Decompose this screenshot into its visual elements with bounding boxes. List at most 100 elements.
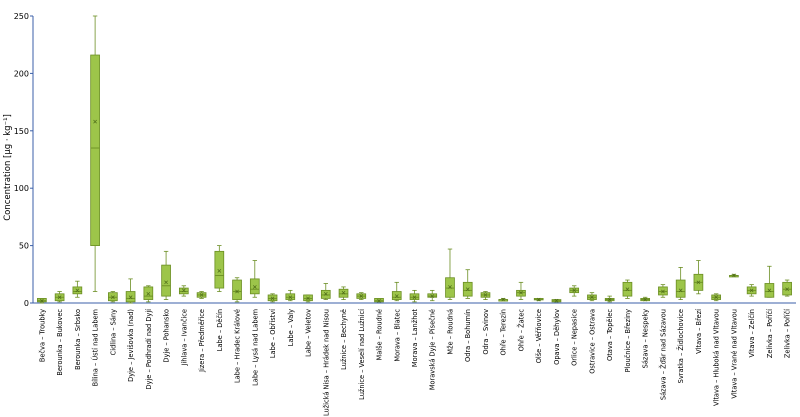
mean-marker (306, 296, 310, 301)
x-tick-label: Jizera – Předměřice (198, 309, 206, 373)
x-tick-label: Mže – Roudná (446, 309, 454, 355)
box-20 (391, 281, 402, 302)
mean-marker (181, 288, 186, 293)
mean-marker (270, 296, 275, 301)
mean-marker (590, 295, 594, 300)
mean-marker (714, 295, 718, 300)
box-29 (551, 298, 562, 303)
x-tick-label: Morava – Lanžhot (411, 309, 419, 367)
box-37 (693, 260, 704, 295)
box-iqr (427, 293, 438, 298)
box-iqr (143, 286, 154, 300)
box-35 (658, 284, 668, 298)
box-iqr (782, 281, 792, 296)
box-iqr (516, 289, 526, 297)
x-tick-label: Sázava – Nespeky (642, 309, 650, 368)
box-21 (409, 289, 420, 303)
mean-marker (146, 291, 151, 296)
x-tick-label: Vltava – Vrané nad Vltavou (730, 309, 738, 399)
mean-marker (661, 289, 665, 294)
y-tick-label: 250 (14, 12, 29, 21)
y-tick-label: 150 (14, 127, 29, 136)
x-tick-label: Moravská Dyje – Písečné (429, 309, 437, 390)
box-iqr (374, 298, 384, 303)
box-14 (285, 289, 296, 302)
mean-marker (483, 293, 488, 297)
mean-marker (430, 294, 435, 298)
x-tick-label: Berounka – Srbsko (74, 309, 82, 370)
x-tick-label: Ohře – Terezín (500, 309, 508, 356)
mean-marker (164, 280, 168, 285)
box-22 (427, 289, 438, 302)
mean-marker (536, 297, 541, 302)
box-iqr (214, 250, 225, 289)
box-0 (37, 298, 47, 304)
box-1 (54, 291, 65, 303)
mean-marker (501, 297, 506, 302)
mean-marker (217, 269, 222, 273)
box-iqr (108, 292, 118, 302)
x-tick-label: Sázava – Žďár nad Sázavou (658, 309, 667, 400)
box-iqr (658, 286, 668, 296)
mean-marker (412, 295, 417, 300)
box-iqr (445, 277, 455, 298)
mean-marker (625, 287, 630, 292)
x-tick-label: Labe – Obříství (269, 309, 277, 358)
box-16 (320, 283, 331, 300)
mean-marker (323, 291, 328, 296)
x-tick-label: Vltava – Hluboká nad Vltavou (713, 309, 721, 406)
x-tick-label: Dyje – Jevišovka (nad) (127, 309, 135, 382)
x-tick-label: Ostravice – Ostrava (588, 309, 596, 374)
box-iqr (338, 288, 349, 298)
x-tick-label: Opava – Děhylov (553, 309, 561, 365)
mean-marker (40, 298, 44, 303)
box-42 (782, 279, 792, 297)
box-31 (587, 292, 597, 302)
box-iqr (675, 279, 686, 298)
x-tick-label: Berounka – Bukovec (56, 309, 64, 376)
mean-marker (696, 280, 701, 285)
box-25 (480, 291, 491, 300)
x-tick-label: Lužnice – Bechyně (340, 309, 348, 370)
box-iqr (249, 278, 260, 295)
box-6 (143, 285, 154, 303)
x-tick-label: Zelivka – Poříčí (766, 309, 774, 358)
x-tick-label: Orlice – Nepasice (571, 309, 579, 366)
mean-marker (377, 298, 381, 303)
y-tick-label: 100 (14, 184, 29, 193)
mean-marker (93, 119, 97, 124)
x-tick-label: Otava – Topělec (606, 309, 614, 361)
mean-marker (448, 285, 452, 289)
category-labels: Bečva – Troubky Berounka – Bukovec Berounk… (38, 309, 791, 416)
axes: 0 50 100 150 200 250 (14, 12, 796, 308)
x-tick-label: Lužnice – Veselí nad Lužnicí (358, 309, 366, 400)
box-7 (161, 250, 171, 300)
x-tick-label: Odra – Svinov (482, 309, 490, 355)
box-iqr (320, 289, 331, 299)
box-iqr (285, 293, 296, 300)
box-2 (72, 280, 83, 298)
mean-marker (199, 293, 204, 297)
box-iqr (125, 291, 136, 303)
mean-marker (341, 290, 346, 295)
box-41 (764, 265, 775, 298)
x-tick-label: Zelivka – Poříčí (784, 309, 792, 358)
x-tick-label: Odra – Bohumín (464, 309, 472, 362)
mean-marker (678, 288, 683, 293)
mean-marker (519, 290, 523, 295)
box-28 (533, 297, 544, 302)
mean-marker (359, 294, 364, 298)
box-5 (125, 278, 136, 304)
x-tick-label: Lužická Nisa – Hrádek nad Nisou (322, 309, 330, 416)
x-tick-label: Labe – Hradec Králové (234, 309, 242, 383)
box-9 (196, 291, 207, 299)
mean-marker (465, 287, 470, 292)
x-tick-label: Olše – Věřňovice (535, 309, 543, 363)
mean-marker (57, 295, 62, 300)
x-tick-label: Vltava – Zelčín (748, 309, 756, 357)
mean-marker (607, 297, 612, 302)
box-18 (356, 292, 367, 300)
x-tick-label: Bečva – Troubky (38, 309, 46, 362)
x-tick-label: Morava – Blatec (393, 309, 401, 362)
